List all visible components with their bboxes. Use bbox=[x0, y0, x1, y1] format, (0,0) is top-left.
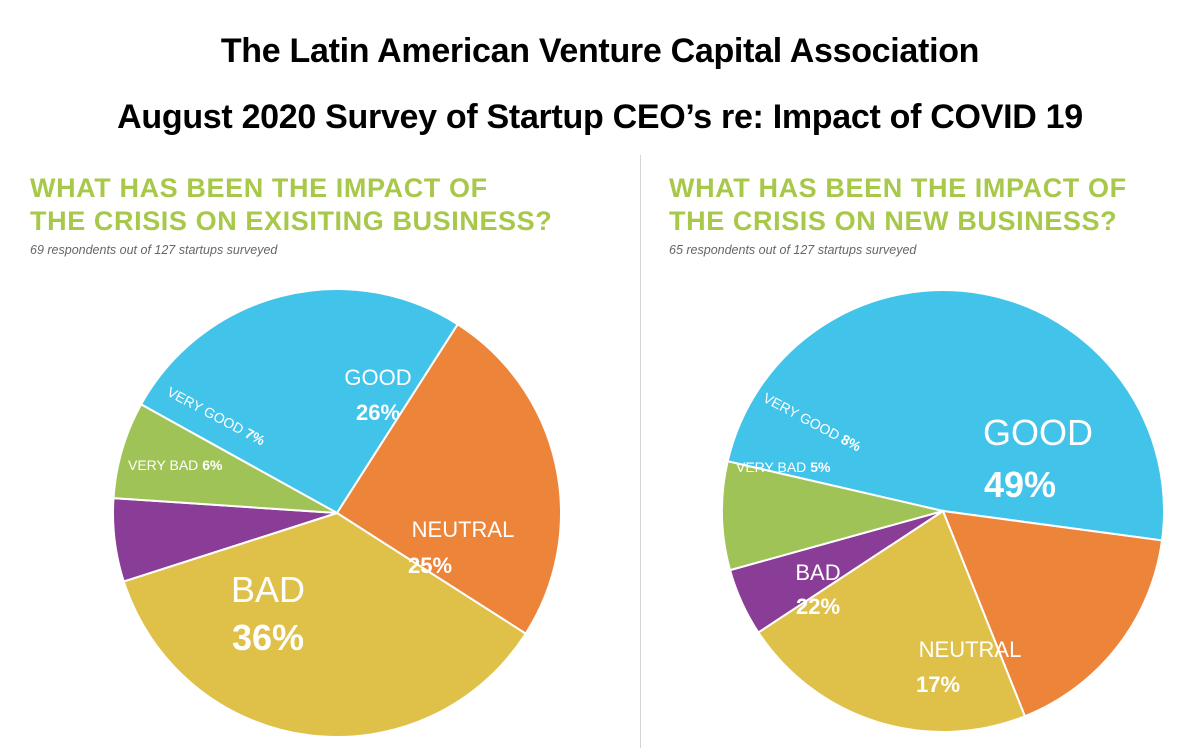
chart-1-label-very-bad: VERY BAD 6% bbox=[128, 457, 223, 473]
page-subtitle: August 2020 Survey of Startup CEO’s re: … bbox=[117, 98, 1083, 136]
chart-2-slice-bad bbox=[756, 509, 1027, 733]
page-title: The Latin American Venture Capital Assoc… bbox=[220, 32, 980, 70]
chart-1-label-good: GOOD bbox=[344, 365, 411, 390]
chart-1-slice-very-good bbox=[112, 403, 338, 514]
chart-2-label-very-bad: VERY BAD 5% bbox=[736, 459, 831, 475]
chart-2-value-bad: 22% bbox=[796, 594, 840, 619]
chart-1-slice-neutral bbox=[335, 322, 562, 636]
chart-2-value-neutral: 17% bbox=[916, 672, 960, 697]
chart-1-slice-good bbox=[139, 288, 460, 515]
chart-2-title: WHAT HAS BEEN THE IMPACT OF THE CRISIS O… bbox=[669, 172, 1127, 238]
panel-divider bbox=[640, 155, 641, 748]
chart-1-title: WHAT HAS BEEN THE IMPACT OF THE CRISIS O… bbox=[30, 172, 552, 238]
chart-1-slice-bad bbox=[122, 511, 528, 738]
chart-1-value-very-bad: 6% bbox=[202, 457, 223, 473]
chart-2-value-very-bad: 5% bbox=[810, 459, 831, 475]
chart-1-title-line-1: WHAT HAS BEEN THE IMPACT OF bbox=[30, 173, 488, 203]
chart-1-value-bad: 36% bbox=[232, 617, 304, 658]
chart-2-subtitle: 65 respondents out of 127 startups surve… bbox=[669, 243, 917, 257]
chart-2-value-good: 49% bbox=[984, 464, 1056, 505]
chart-1-label-neutral: NEUTRAL bbox=[412, 517, 515, 542]
chart-2-title-line-1: WHAT HAS BEEN THE IMPACT OF bbox=[669, 173, 1127, 203]
chart-1-value-neutral: 25% bbox=[408, 553, 452, 578]
chart-1-subtitle: 69 respondents out of 127 startups surve… bbox=[30, 243, 278, 257]
chart-1-label-group-very-bad: VERY BAD 6% bbox=[128, 457, 223, 473]
chart-1-value-good: 26% bbox=[356, 400, 400, 425]
chart-2-label-bad: BAD bbox=[795, 560, 840, 585]
chart-1-title-line-2: THE CRISIS ON EXISITING BUSINESS? bbox=[30, 206, 553, 236]
chart-2-slice-good bbox=[726, 289, 1165, 542]
chart-1-label-bad: BAD bbox=[231, 569, 305, 610]
chart-2-slice-very-good bbox=[721, 460, 944, 572]
chart-2-slice-neutral bbox=[941, 509, 1164, 718]
chart-2-title-line-2: THE CRISIS ON NEW BUSINESS? bbox=[669, 206, 1118, 236]
chart-2-label-group-very-bad: VERY BAD 5% bbox=[736, 459, 831, 475]
chart-2-label-good: GOOD bbox=[983, 412, 1093, 453]
chart-2-label-neutral: NEUTRAL bbox=[919, 637, 1022, 662]
